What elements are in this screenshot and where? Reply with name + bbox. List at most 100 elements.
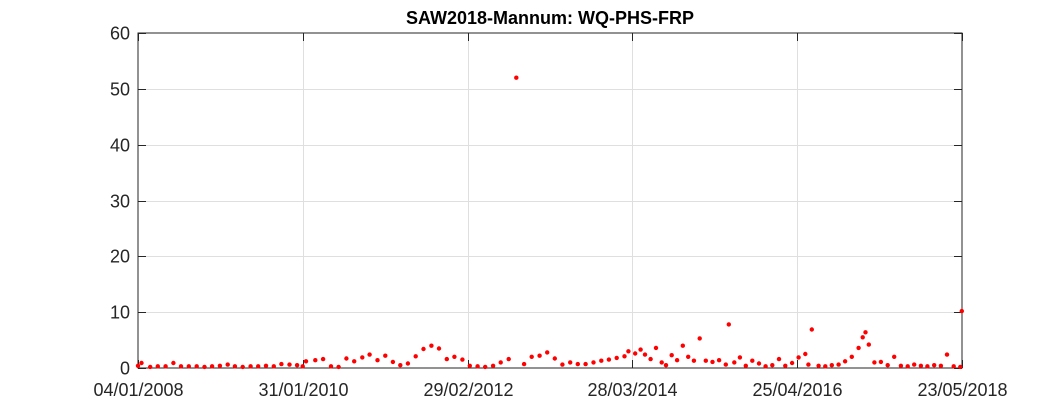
data-point: [863, 330, 868, 335]
data-point: [599, 358, 604, 363]
data-point: [202, 364, 207, 370]
data-point: [303, 359, 309, 364]
x-tick-label: 31/01/2010: [258, 380, 348, 400]
data-point: [352, 359, 357, 364]
data-point: [575, 361, 580, 367]
data-point: [849, 354, 854, 359]
y-tick-label: 50: [110, 80, 130, 100]
y-tick-label: 0: [120, 359, 130, 379]
data-point: [732, 360, 737, 365]
data-point: [878, 359, 884, 365]
data-point: [360, 355, 365, 360]
data-point: [529, 354, 534, 359]
data-point: [256, 364, 261, 369]
data-point: [912, 362, 917, 367]
data-point: [139, 360, 144, 366]
data-point: [591, 360, 596, 365]
data-point: [436, 346, 442, 351]
data-point: [626, 349, 631, 354]
data-point: [686, 354, 691, 359]
x-tick-label: 04/01/2008: [93, 380, 183, 400]
data-point: [336, 364, 341, 370]
data-point: [938, 363, 944, 368]
data-point: [300, 364, 305, 369]
data-point: [444, 356, 449, 362]
x-tick-label: 25/04/2016: [752, 380, 842, 400]
data-point: [892, 354, 897, 359]
y-tick-label: 10: [110, 303, 130, 323]
data-point: [898, 363, 904, 368]
data-point: [816, 363, 821, 368]
data-point: [866, 342, 871, 347]
data-point: [836, 362, 841, 367]
x-tick-label: 29/02/2012: [423, 380, 513, 400]
data-point: [842, 359, 848, 364]
data-point: [606, 357, 612, 362]
data-point: [328, 364, 334, 369]
data-point: [680, 343, 685, 348]
data-point: [514, 75, 519, 80]
data-point: [803, 351, 808, 357]
data-point: [614, 355, 619, 361]
data-point: [452, 354, 457, 359]
data-point: [776, 356, 782, 362]
y-tick-label: 40: [110, 136, 130, 156]
data-point: [313, 358, 318, 363]
data-point: [726, 322, 731, 327]
data-point: [209, 364, 215, 369]
data-point: [344, 356, 349, 361]
data-point: [155, 364, 160, 369]
data-point: [521, 361, 527, 367]
data-point: [756, 361, 762, 366]
data-point: [951, 364, 956, 369]
data-point: [568, 360, 573, 365]
data-point: [490, 363, 496, 368]
data-point: [287, 362, 292, 367]
data-point: [703, 358, 708, 363]
data-point: [186, 364, 191, 369]
data-point: [194, 364, 199, 369]
data-point: [796, 355, 801, 360]
data-point: [648, 356, 653, 362]
chart-title: SAW2018-Mannum: WQ-PHS-FRP: [406, 8, 694, 28]
data-point: [217, 363, 223, 368]
y-tick-label: 60: [110, 24, 130, 44]
data-point: [294, 363, 300, 368]
plot-frame: [137, 32, 963, 369]
data-point: [178, 364, 184, 369]
data-point: [375, 358, 380, 363]
data-point: [263, 363, 269, 368]
data-point: [691, 358, 697, 363]
data-point: [829, 363, 834, 368]
data-point: [925, 364, 930, 369]
data-point: [860, 335, 865, 340]
data-point: [622, 354, 627, 359]
data-point: [944, 352, 950, 357]
data-point: [135, 363, 141, 368]
data-point: [633, 351, 638, 356]
data-point: [958, 364, 963, 370]
data-point: [750, 358, 755, 363]
data-point: [271, 364, 276, 369]
data-point: [642, 352, 648, 357]
data-point: [743, 363, 748, 368]
data-point: [545, 350, 550, 355]
data-point: [483, 364, 488, 370]
data-point: [918, 363, 924, 368]
data-point: [583, 361, 588, 367]
data-point: [398, 363, 403, 368]
data-point: [475, 364, 480, 369]
data-point: [413, 354, 418, 359]
data-point: [552, 356, 557, 361]
data-point: [225, 362, 230, 367]
y-tick-label: 30: [110, 192, 130, 212]
data-point: [723, 362, 728, 367]
data-point: [669, 353, 674, 358]
data-point: [697, 336, 702, 341]
data-point: [232, 364, 238, 369]
data-point: [674, 358, 680, 363]
x-tick-label: 23/05/2018: [917, 380, 1007, 400]
data-point: [872, 360, 877, 365]
data-point: [783, 363, 788, 368]
